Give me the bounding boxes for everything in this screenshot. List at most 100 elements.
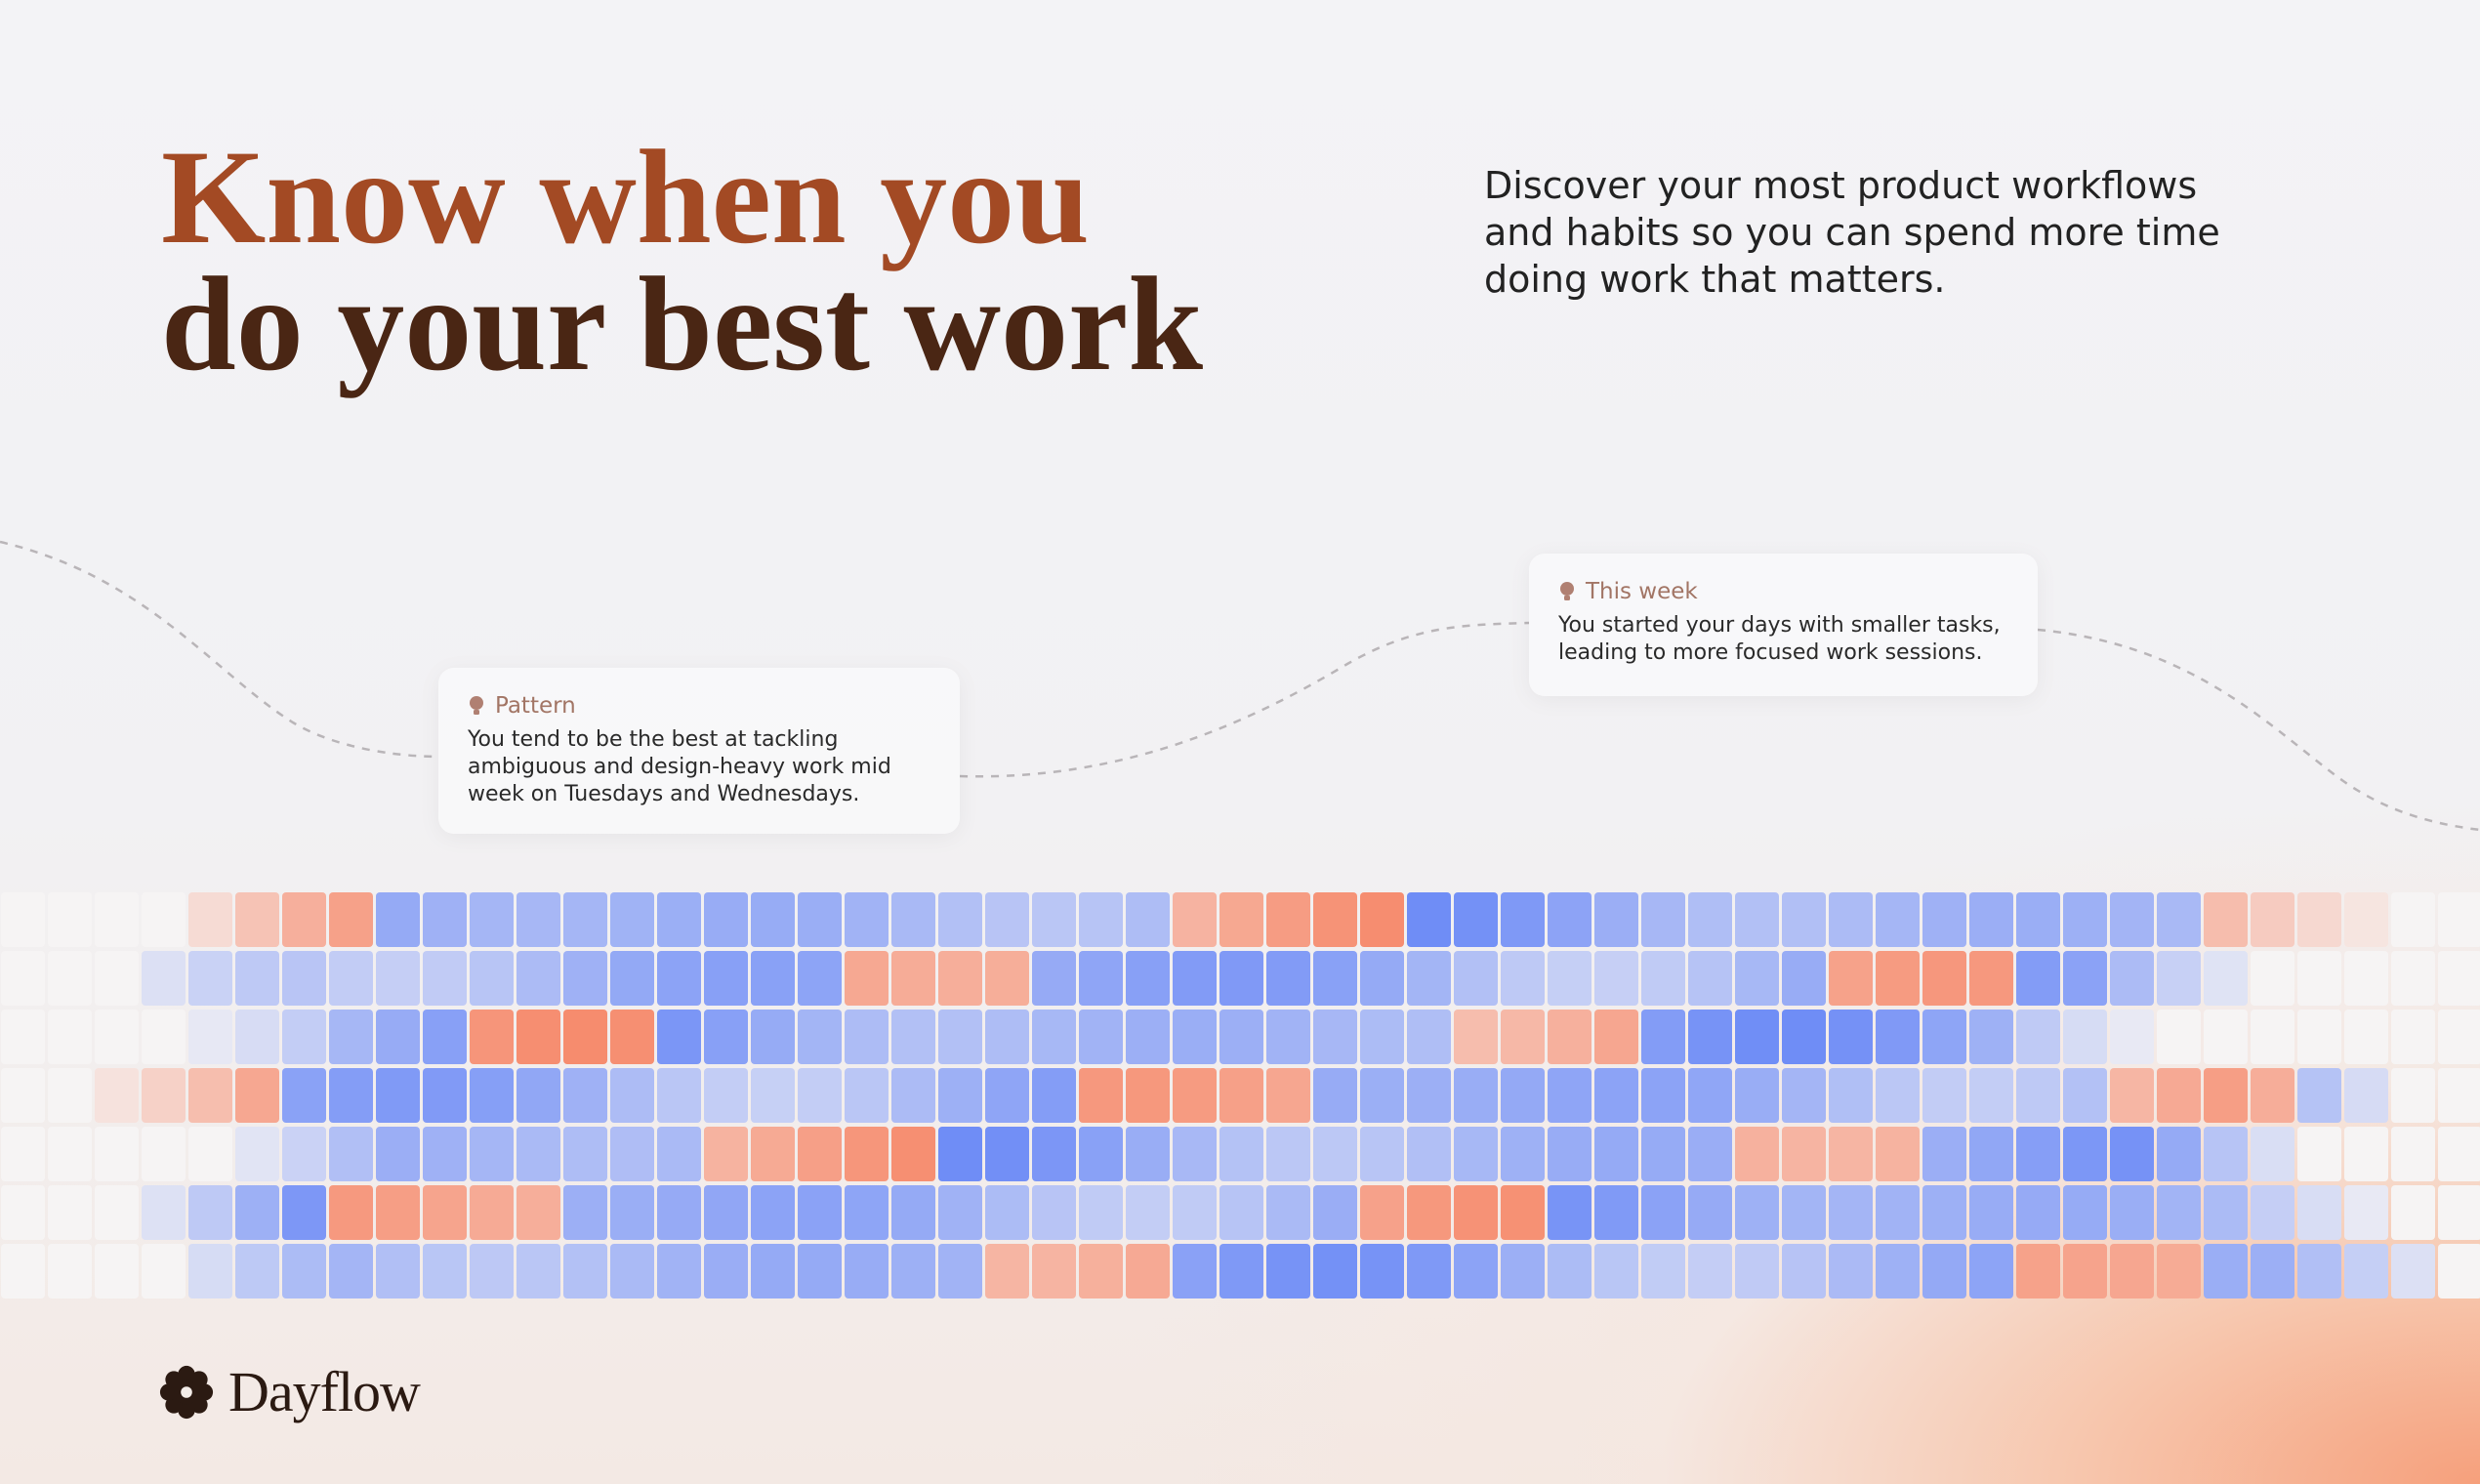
grid-cell [329, 1185, 373, 1240]
grid-cell [2251, 951, 2294, 1006]
grid-cell [938, 951, 982, 1006]
grid-cell [1782, 1185, 1826, 1240]
grid-cell [2251, 1068, 2294, 1123]
grid-cell [2157, 892, 2201, 947]
grid-cell [1829, 951, 1873, 1006]
grid-cell [610, 951, 654, 1006]
grid-cell [610, 1068, 654, 1123]
grid-cell [1, 1244, 45, 1298]
grid-cell [1782, 1127, 1826, 1181]
grid-cell [1360, 1010, 1404, 1064]
grid-cell [282, 1244, 326, 1298]
grid-cell [1266, 1010, 1310, 1064]
grid-cell [2016, 1068, 2060, 1123]
grid-cell [938, 1244, 982, 1298]
grid-cell [48, 1185, 92, 1240]
grid-cell [563, 892, 607, 947]
grid-cell [1735, 1185, 1779, 1240]
grid-cell [2391, 1244, 2435, 1298]
grid-cell [188, 1010, 232, 1064]
grid-cell [1922, 1010, 1966, 1064]
grid-cell [2157, 1068, 2201, 1123]
grid-cell [2344, 1244, 2388, 1298]
grid-cell [1079, 1068, 1123, 1123]
grid-cell [798, 1127, 842, 1181]
grid-cell [1126, 1068, 1170, 1123]
grid-cell [1782, 951, 1826, 1006]
grid-cell [1032, 1010, 1076, 1064]
grid-cell [423, 892, 467, 947]
grid-cell [282, 892, 326, 947]
grid-cell [2016, 1185, 2060, 1240]
grid-cell [1173, 1010, 1217, 1064]
grid-cell [1407, 892, 1451, 947]
grid-cell [1922, 1185, 1966, 1240]
grid-cell [704, 1010, 748, 1064]
grid-cell [1594, 1010, 1638, 1064]
grid-cell [1173, 892, 1217, 947]
grid-cell [517, 1010, 560, 1064]
grid-cell [1126, 1127, 1170, 1181]
grid-cell [2438, 1127, 2480, 1181]
grid-cell [2110, 1127, 2154, 1181]
grid-cell [2438, 1010, 2480, 1064]
grid-cell [798, 892, 842, 947]
grid-cell [470, 1068, 514, 1123]
grid-cell [188, 1127, 232, 1181]
grid-cell [1407, 1010, 1451, 1064]
grid-cell [1454, 1244, 1498, 1298]
grid-cell [1313, 951, 1357, 1006]
grid-cell [2344, 951, 2388, 1006]
grid-cell [95, 1068, 139, 1123]
grid-cell [1782, 1068, 1826, 1123]
grid-cell [891, 1010, 935, 1064]
grid-cell [610, 892, 654, 947]
grid-cell [2016, 1127, 2060, 1181]
grid-cell [1782, 892, 1826, 947]
grid-cell [704, 951, 748, 1006]
grid-cell [1501, 951, 1545, 1006]
grid-cell [1, 1127, 45, 1181]
grid-cell [1219, 1244, 1263, 1298]
grid-cell [1313, 1244, 1357, 1298]
brand-logo [159, 1365, 214, 1419]
grid-cell [2063, 1244, 2107, 1298]
grid-cell [1173, 1244, 1217, 1298]
grid-cell [704, 1068, 748, 1123]
grid-cell [1032, 1068, 1076, 1123]
grid-cell [95, 892, 139, 947]
grid-cell [1454, 1127, 1498, 1181]
grid-cell [1126, 892, 1170, 947]
grid-cell [423, 1127, 467, 1181]
grid-cell [2204, 951, 2248, 1006]
grid-cell [376, 892, 420, 947]
grid-cell [1, 1068, 45, 1123]
grid-cell [1922, 951, 1966, 1006]
grid-cell [423, 1010, 467, 1064]
grid-cell [2391, 1185, 2435, 1240]
grid-cell [1641, 892, 1685, 947]
grid-cell [1735, 1127, 1779, 1181]
grid-cell [2344, 1010, 2388, 1064]
grid-cell [1688, 951, 1732, 1006]
grid-cell [2204, 1068, 2248, 1123]
grid-cell [985, 1068, 1029, 1123]
grid-cell [142, 1010, 186, 1064]
grid-cell [1032, 1244, 1076, 1298]
grid-cell [95, 1010, 139, 1064]
grid-cell [329, 892, 373, 947]
grid-cell [1454, 892, 1498, 947]
grid-cell [2016, 1244, 2060, 1298]
grid-cell [2297, 1068, 2341, 1123]
grid-cell [938, 1127, 982, 1181]
grid-cell [1407, 951, 1451, 1006]
grid-cell [1876, 1127, 1920, 1181]
grid-cell [2063, 892, 2107, 947]
grid-cell [657, 1127, 701, 1181]
grid-cell [1313, 1010, 1357, 1064]
grid-cell [798, 951, 842, 1006]
grid-cell [376, 1068, 420, 1123]
grid-cell [2110, 892, 2154, 947]
grid-cell [1876, 1010, 1920, 1064]
